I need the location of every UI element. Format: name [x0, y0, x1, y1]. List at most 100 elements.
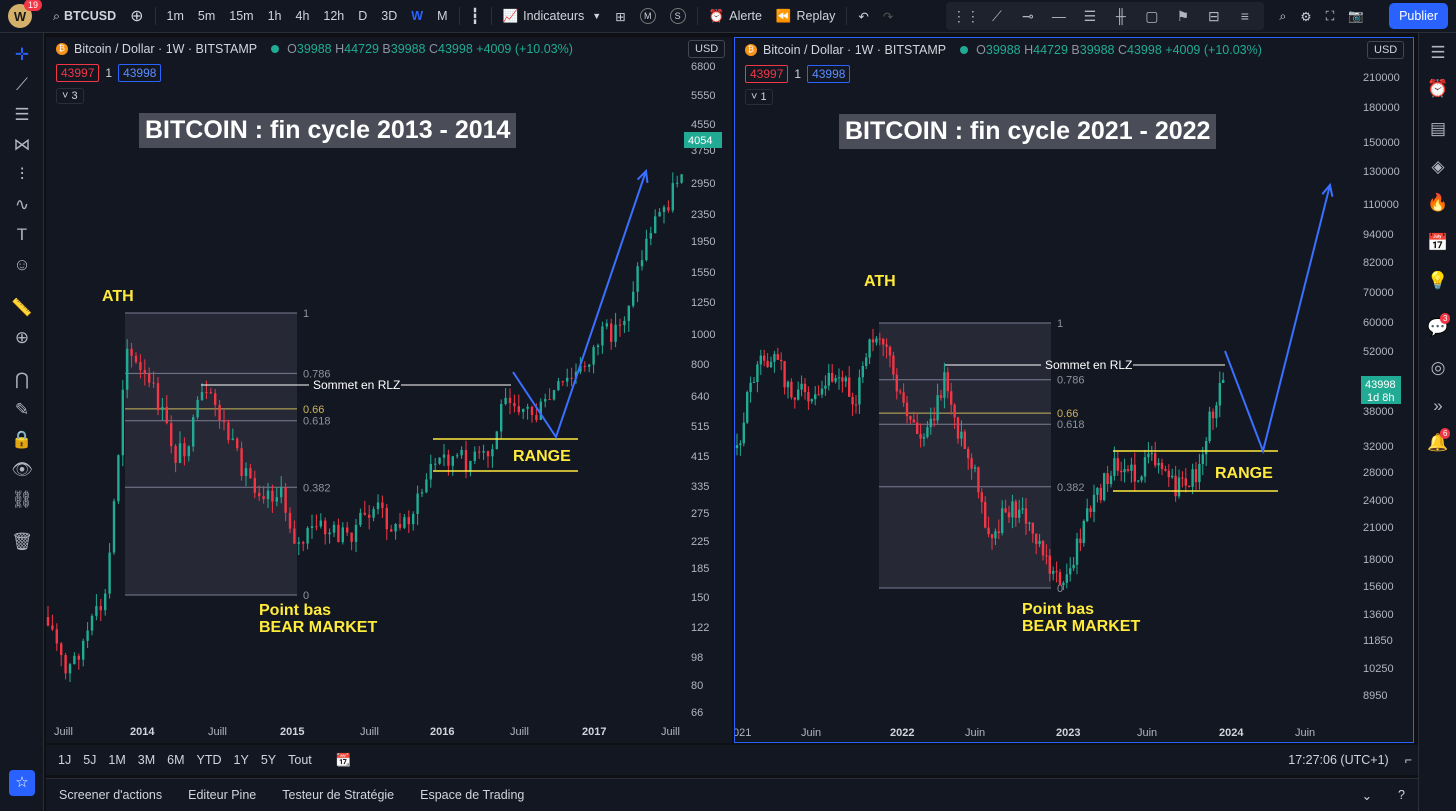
compare-symbol-button[interactable]: ⊕ — [123, 0, 150, 33]
ruler-icon[interactable]: 📏 — [11, 298, 33, 317]
mode-m-button[interactable]: M — [633, 0, 663, 33]
user-avatar[interactable]: W 19 — [8, 0, 42, 28]
flame-icon[interactable]: 🔥 — [1427, 193, 1449, 212]
help-icon[interactable]: ? — [1398, 788, 1405, 802]
symbol-search-button[interactable]: ⌕ BTCUSD — [53, 8, 117, 24]
fib-retracement-box — [879, 323, 1051, 588]
snapshot-button[interactable]: 📷 — [1341, 0, 1371, 33]
pattern-icon[interactable]: ⋈ — [13, 135, 31, 154]
brush-icon[interactable]: ∿ — [14, 195, 30, 214]
watchlist-icon[interactable]: ☰ — [1430, 43, 1446, 62]
ideas-icon[interactable]: » — [1433, 396, 1443, 415]
trend-line-icon[interactable]: ⟋ — [16, 75, 28, 94]
buy-price-button[interactable]: 43998 — [807, 65, 851, 83]
candle-body — [987, 527, 990, 535]
range-all[interactable]: Tout — [288, 753, 312, 767]
settings-lines-icon[interactable]: ≡ — [1240, 8, 1249, 24]
redo-button[interactable]: ↷ — [876, 0, 900, 33]
range-ytd[interactable]: YTD — [196, 753, 222, 767]
interval-1m[interactable]: 1m — [166, 9, 184, 23]
range-5y[interactable]: 5Y — [260, 753, 277, 767]
tab-strategy-tester[interactable]: Testeur de Stratégie — [282, 788, 395, 802]
candle-body — [517, 406, 520, 413]
chart-canvas-left[interactable]: 6800555045503750295023501950155012501000… — [46, 37, 732, 743]
alarm-clock-icon[interactable]: ⏰ — [1427, 79, 1449, 98]
candle-body — [1143, 457, 1147, 477]
horizontal-ray-icon[interactable]: ⊸ — [1022, 7, 1034, 24]
magnet-icon[interactable]: ⋂ — [15, 370, 29, 389]
interval-1h[interactable]: 1h — [267, 9, 282, 23]
sell-price-button[interactable]: 43997 — [56, 64, 100, 82]
range-3m[interactable]: 3M — [137, 753, 156, 767]
crosshair-icon[interactable]: ✛ — [14, 45, 30, 64]
pitchfork-icon[interactable]: ╫ — [1115, 8, 1126, 24]
interval-12h[interactable]: 12h — [323, 9, 345, 23]
data-window-icon[interactable]: ▤ — [1429, 119, 1447, 138]
zoom-in-icon[interactable]: ⊕ — [14, 328, 30, 347]
interval-3d[interactable]: 3D — [381, 9, 398, 23]
flag-icon[interactable]: ⚑ — [1176, 7, 1190, 24]
range-1j[interactable]: 1J — [58, 753, 72, 767]
chart-pane-right[interactable]: 210000 180000 150000 130000 110000 94000 82000… — [734, 37, 1414, 743]
indicators-collapse-button[interactable]: ˅ 3 — [56, 88, 84, 104]
drag-handle-icon[interactable]: ⋮⋮ — [951, 7, 980, 24]
fib-retracement-icon[interactable]: ☰ — [14, 105, 30, 124]
interval-4h[interactable]: 4h — [295, 9, 310, 23]
pencil-lock-icon[interactable]: ✎ — [14, 400, 30, 419]
indicators-collapse-button[interactable]: ˅ 1 — [745, 89, 773, 105]
interval-w[interactable]: W — [411, 9, 424, 23]
rectangle-icon[interactable]: ▢ — [1145, 7, 1159, 24]
chart-canvas-right[interactable]: 2100001800001500001300001100009400082000… — [735, 38, 1414, 743]
calendar-icon[interactable]: 📅 — [1427, 233, 1449, 252]
currency-selector[interactable]: USD — [1367, 41, 1405, 59]
sell-price-button[interactable]: 43997 — [745, 65, 789, 83]
range-5j[interactable]: 5J — [83, 753, 97, 767]
indicators-button[interactable]: 📈 Indicateurs ▼ — [502, 8, 602, 24]
bell-icon[interactable]: 🔔 6 — [1427, 428, 1451, 452]
tab-pine-editor[interactable]: Editeur Pine — [188, 788, 257, 802]
go-to-date-icon[interactable]: 📆 — [335, 752, 352, 767]
clock-timezone[interactable]: 17:27:06 (UTC+1) — [1288, 753, 1389, 767]
long-position-icon[interactable]: ⊟ — [1208, 7, 1220, 24]
chart-type-button[interactable]: ┇ — [464, 0, 487, 33]
range-1y[interactable]: 1Y — [233, 753, 249, 767]
interval-5m[interactable]: 5m — [197, 9, 216, 23]
publish-button[interactable]: Publier — [1389, 3, 1448, 29]
emoji-icon[interactable]: ☺ — [13, 255, 31, 274]
text-icon[interactable]: T — [16, 225, 28, 244]
tab-trading-panel[interactable]: Espace de Trading — [420, 788, 525, 802]
fib-icon[interactable]: ☰ — [1083, 7, 1097, 24]
layout-toggle-icon[interactable]: ⌐ — [1404, 753, 1412, 767]
candle-body — [350, 532, 353, 542]
favorites-star-icon[interactable]: ☆ — [9, 770, 35, 796]
trend-line-icon[interactable]: ⟋ — [991, 7, 1002, 24]
prediction-icon[interactable]: ⫶ — [19, 165, 25, 184]
tab-stock-screener[interactable]: Screener d'actions — [59, 788, 163, 802]
interval-15m[interactable]: 15m — [229, 9, 254, 23]
layers-icon[interactable]: ◈ — [1431, 157, 1445, 176]
undo-button[interactable]: ↶ — [851, 0, 875, 33]
interval-d[interactable]: D — [358, 9, 368, 23]
chat-icon[interactable]: 💬 3 — [1427, 313, 1451, 337]
interval-m[interactable]: M — [437, 9, 448, 23]
settings-button[interactable]: ⚙ — [1293, 0, 1318, 33]
buy-price-button[interactable]: 43998 — [118, 64, 162, 82]
link-icon[interactable]: ⛓ — [11, 490, 33, 509]
range-1m[interactable]: 1M — [108, 753, 126, 767]
range-6m[interactable]: 6M — [167, 753, 185, 767]
trash-icon[interactable]: 🗑 — [11, 532, 33, 551]
lock-icon[interactable]: 🔒 — [11, 430, 33, 449]
fullscreen-button[interactable]: ⛶ — [1319, 0, 1342, 33]
lightbulb-icon[interactable]: 💡 — [1427, 271, 1449, 290]
currency-selector[interactable]: USD — [688, 40, 726, 58]
replay-button[interactable]: ⏪ Replay — [775, 8, 836, 24]
streams-icon[interactable]: ◎ — [1430, 358, 1446, 377]
layouts-button[interactable]: ⊞ — [608, 0, 632, 33]
chart-pane-left[interactable]: 6800 5550 4550 3750 2950 2350 1950 1550 1250 1000… — [46, 37, 732, 743]
collapse-panel-icon[interactable]: ⌄ — [1361, 788, 1373, 803]
mode-s-button[interactable]: S — [663, 0, 693, 33]
horizontal-line-icon[interactable]: — — [1051, 8, 1066, 24]
alert-button[interactable]: ⏰ Alerte — [708, 8, 762, 24]
eye-icon[interactable]: 👁 — [11, 460, 33, 479]
quick-search-button[interactable]: ⌕ — [1272, 0, 1293, 33]
